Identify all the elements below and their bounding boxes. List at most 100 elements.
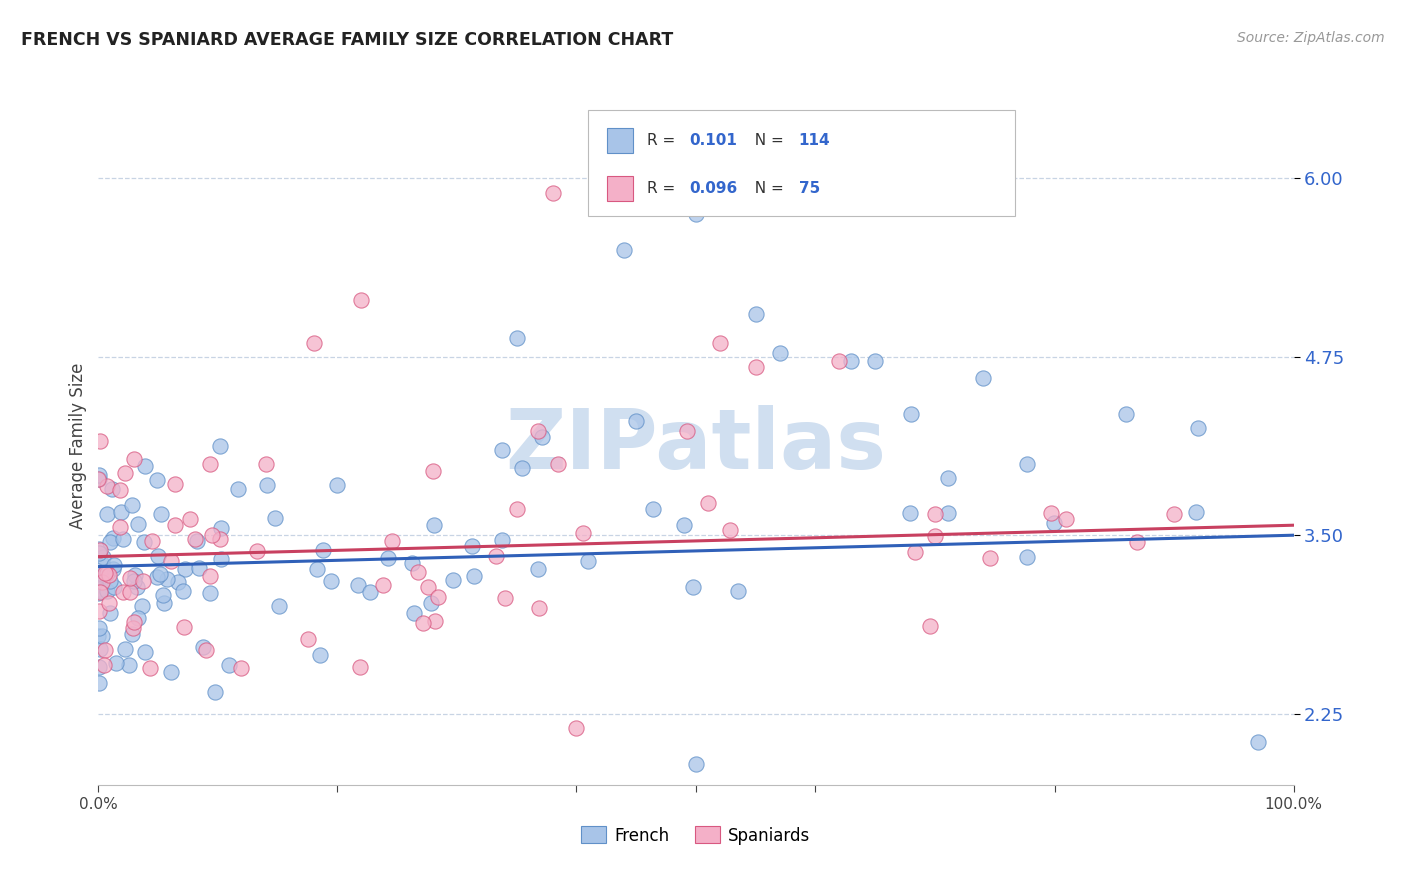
Point (709, 335, 731, 350)
Text: N =: N = (745, 133, 789, 148)
Point (321, 574, 343, 588)
Point (900, 407, 922, 421)
Point (865, 354, 887, 368)
Point (745, 359, 768, 374)
Point (676, 424, 699, 438)
Point (416, 580, 439, 594)
Point (134, 535, 156, 549)
Point (201, 528, 224, 542)
Text: 0.096: 0.096 (689, 181, 737, 196)
Point (87, 546, 110, 560)
Point (938, 506, 960, 520)
Point (312, 543, 335, 558)
Point (89, 585, 111, 599)
Point (121, 498, 143, 512)
Point (226, 482, 249, 496)
Text: Source: ZipAtlas.com: Source: ZipAtlas.com (1237, 31, 1385, 45)
Text: 0.101: 0.101 (689, 133, 737, 148)
Point (152, 588, 174, 602)
Point (89, 641, 111, 656)
Point (1039, 506, 1062, 520)
Text: N =: N = (745, 181, 789, 196)
Point (96, 584, 118, 599)
Point (101, 562, 124, 576)
Point (89, 604, 111, 618)
Point (1115, 407, 1137, 421)
Point (526, 424, 548, 438)
Point (150, 507, 173, 521)
Point (425, 614, 447, 628)
Point (191, 640, 214, 654)
Point (1125, 534, 1147, 549)
Point (139, 661, 162, 675)
Point (101, 482, 124, 496)
Point (103, 580, 125, 594)
Point (422, 518, 444, 533)
Point (124, 568, 146, 582)
Text: R =: R = (647, 133, 681, 148)
Point (111, 533, 134, 547)
Point (1187, 421, 1209, 435)
Point (297, 632, 319, 646)
Point (87, 629, 110, 643)
Point (302, 335, 325, 350)
Point (184, 533, 207, 547)
Point (98, 607, 121, 621)
Point (1247, 735, 1270, 749)
Point (188, 561, 211, 575)
Point (359, 585, 381, 599)
Point (506, 502, 529, 516)
Point (96, 507, 118, 521)
Point (118, 571, 141, 585)
Point (89, 541, 111, 556)
Y-axis label: Average Family Size: Average Family Size (69, 363, 87, 529)
Point (727, 583, 749, 598)
Point (98, 574, 121, 588)
Point (920, 619, 942, 633)
Point (696, 496, 718, 510)
Point (93, 658, 115, 673)
Point (218, 658, 240, 673)
Point (326, 478, 349, 492)
Point (427, 590, 450, 604)
Text: 114: 114 (799, 133, 830, 148)
Point (1185, 505, 1208, 519)
Point (347, 578, 370, 592)
Point (96, 479, 118, 493)
Point (305, 562, 328, 576)
Point (1054, 512, 1077, 526)
Text: 75: 75 (799, 181, 820, 196)
Point (377, 550, 399, 565)
Point (90, 583, 112, 598)
Point (972, 371, 994, 385)
Point (122, 621, 145, 635)
Point (510, 460, 533, 475)
Point (204, 685, 226, 699)
Point (267, 599, 290, 614)
Point (93, 549, 115, 564)
Point (194, 643, 217, 657)
Point (89, 542, 111, 557)
Point (103, 558, 125, 572)
Point (406, 565, 429, 579)
Point (936, 471, 959, 485)
Point (146, 569, 169, 583)
Point (246, 544, 269, 558)
Point (685, 756, 707, 771)
Text: FRENCH VS SPANIARD AVERAGE FAMILY SIZE CORRELATION CHART: FRENCH VS SPANIARD AVERAGE FAMILY SIZE C… (21, 31, 673, 49)
Point (565, 721, 588, 735)
Point (153, 596, 176, 610)
Point (491, 533, 513, 547)
Point (527, 561, 550, 575)
Point (209, 552, 232, 566)
Point (309, 648, 332, 662)
Point (350, 293, 373, 307)
Point (87, 468, 110, 483)
Point (1015, 550, 1038, 565)
Point (118, 585, 141, 599)
Point (121, 627, 143, 641)
Point (87, 586, 110, 600)
Point (110, 505, 132, 519)
Point (373, 577, 395, 591)
Point (1017, 457, 1039, 471)
